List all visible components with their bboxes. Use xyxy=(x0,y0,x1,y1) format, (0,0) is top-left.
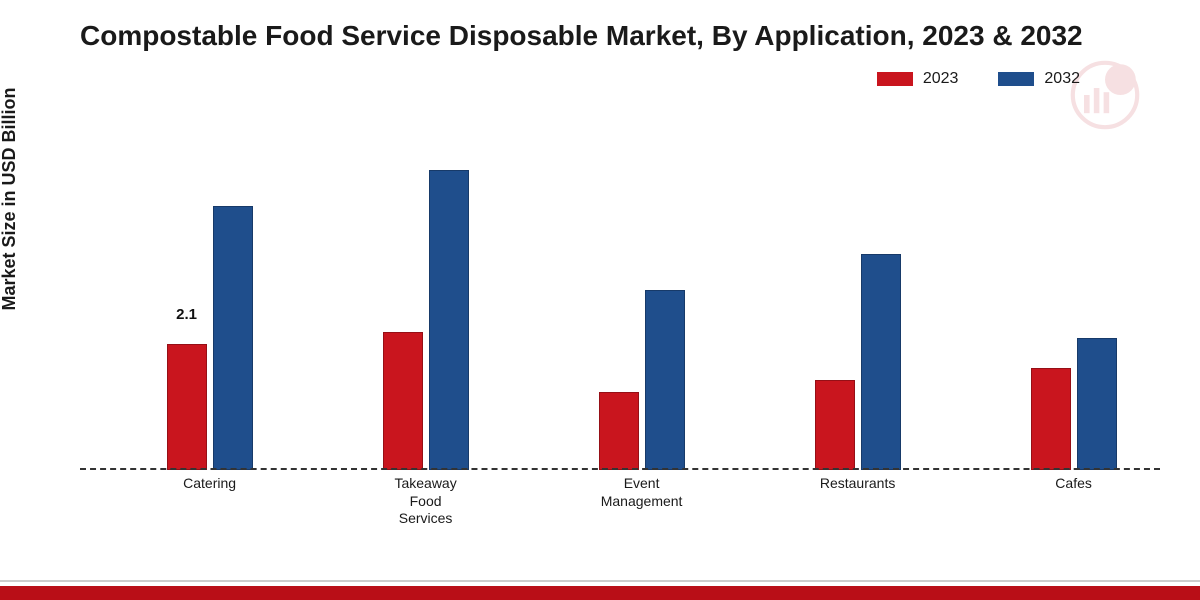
x-axis-label: Restaurants xyxy=(820,475,895,493)
x-axis-label: Catering xyxy=(183,475,236,493)
y-axis-label: Market Size in USD Billion xyxy=(0,87,20,310)
bar xyxy=(599,392,639,470)
bar-group xyxy=(815,254,901,470)
bar xyxy=(383,332,423,470)
bar-groups: 2.1 xyxy=(80,110,1160,470)
legend-item-2032: 2032 xyxy=(998,70,1080,88)
bar xyxy=(213,206,253,470)
legend-item-2023: 2023 xyxy=(877,70,959,88)
footer-bar xyxy=(0,586,1200,600)
bar xyxy=(861,254,901,470)
footer-divider xyxy=(0,580,1200,582)
baseline xyxy=(80,468,1160,470)
bar xyxy=(645,290,685,470)
bar-group xyxy=(599,290,685,470)
plot-area: 2.1 xyxy=(80,110,1160,470)
legend: 2023 2032 xyxy=(877,70,1080,88)
x-axis-labels: Catering Takeaway Food Services Event Mana… xyxy=(80,475,1160,535)
x-axis-label: Event Management xyxy=(601,475,683,510)
legend-swatch-2023 xyxy=(877,72,913,86)
chart-title: Compostable Food Service Disposable Mark… xyxy=(80,20,1083,52)
bar xyxy=(429,170,469,470)
bar xyxy=(815,380,855,470)
legend-label-2023: 2023 xyxy=(923,70,959,88)
legend-swatch-2032 xyxy=(998,72,1034,86)
bar-group xyxy=(1031,338,1117,470)
x-axis-label: Takeaway Food Services xyxy=(394,475,456,528)
x-axis-label: Cafes xyxy=(1055,475,1092,493)
data-label: 2.1 xyxy=(176,306,197,323)
bar xyxy=(1031,368,1071,470)
legend-label-2032: 2032 xyxy=(1044,70,1080,88)
bar xyxy=(1077,338,1117,470)
bar-group xyxy=(383,170,469,470)
bar-group xyxy=(167,206,253,470)
bar xyxy=(167,344,207,470)
